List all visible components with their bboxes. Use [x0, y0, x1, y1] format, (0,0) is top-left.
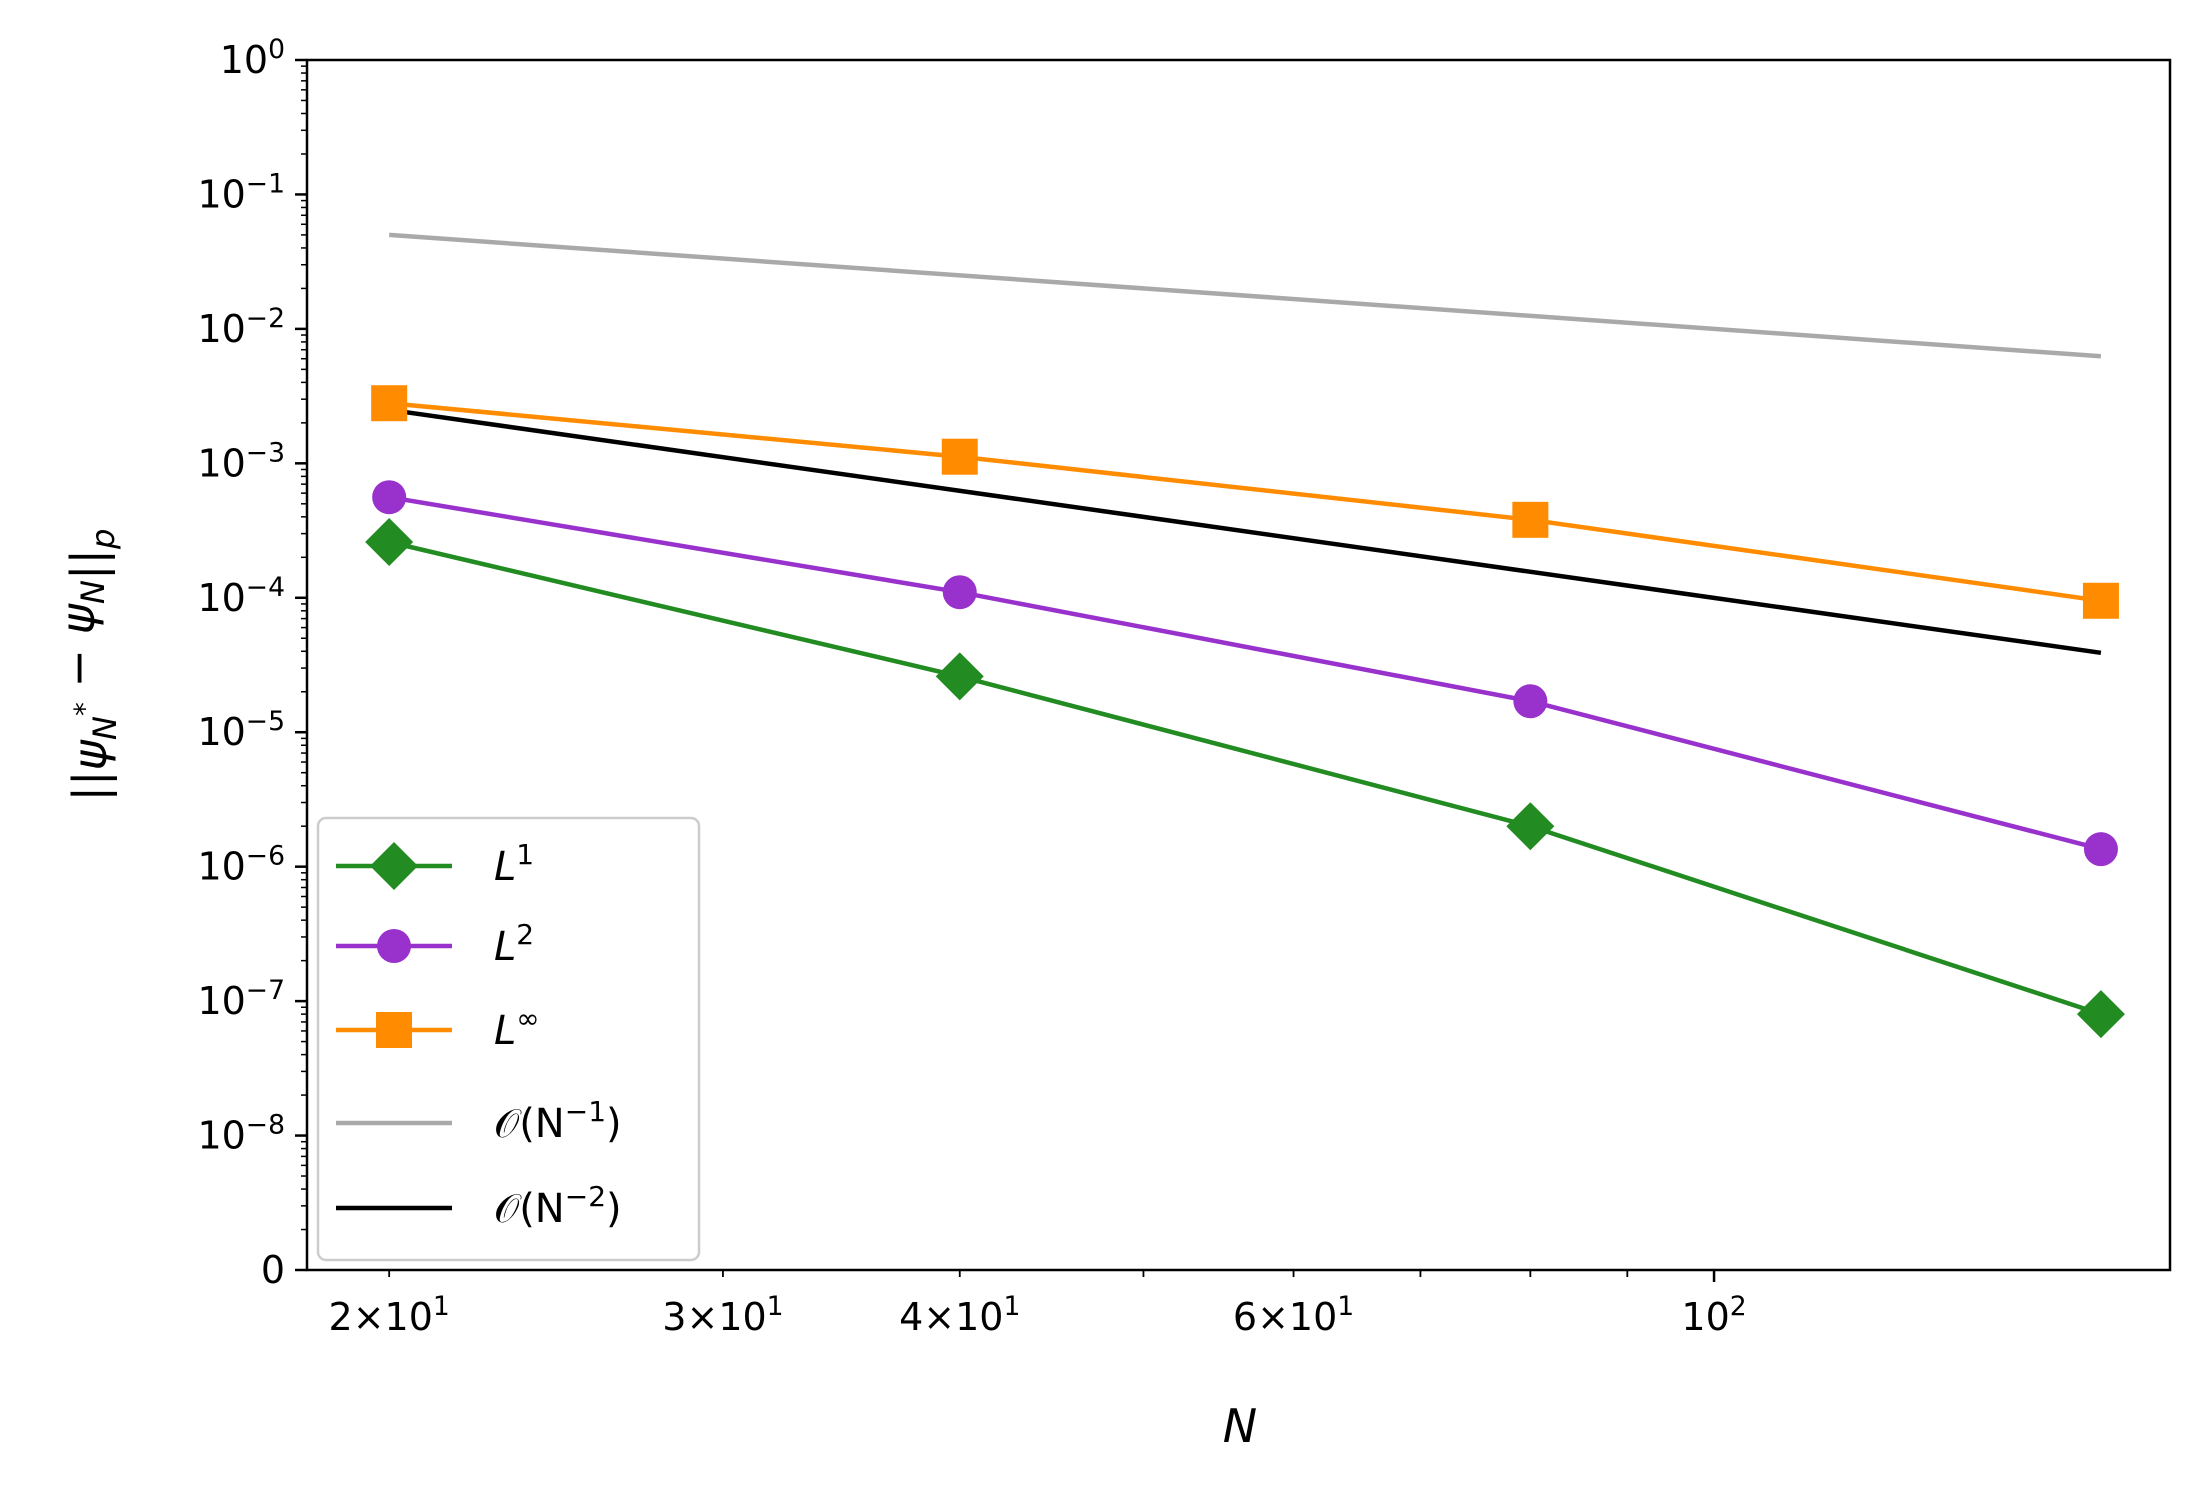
series-3 — [389, 232, 2102, 359]
y-tick-label-9: 0 — [261, 1248, 285, 1292]
series-layer — [365, 232, 2125, 1039]
legend-marker-0 — [370, 842, 418, 890]
series-4 — [388, 407, 2102, 656]
legend-label-3: 𝒪(N−1) — [494, 1095, 622, 1148]
data-point-1-3 — [2083, 832, 2118, 867]
y-tick-label-6: 10−6 — [197, 840, 285, 889]
x-tick-label-0: 2×101 — [329, 1291, 450, 1340]
legend-label-2: L∞ — [494, 1002, 540, 1055]
series-line-4 — [388, 407, 2102, 656]
data-point-0-2 — [1506, 802, 1555, 851]
y-axis-label-group: ||ψN* − ψN||p — [51, 529, 124, 802]
y-tick-label-7: 10−7 — [197, 975, 285, 1024]
data-point-2-1 — [941, 438, 978, 475]
y-tick-label-8: 10−8 — [197, 1109, 285, 1158]
data-point-1-0 — [372, 480, 407, 515]
legend-label-0: L1 — [494, 838, 534, 891]
y-axis-title: ||ψN* − ψN||p — [51, 529, 124, 802]
x-tick-label-4: 102 — [1681, 1291, 1746, 1340]
legend-marker-1 — [377, 929, 411, 963]
legend-marker-2 — [376, 1012, 412, 1048]
ticks-layer: 100 10−1 10−2 10−3 10−4 10−5 10−6 10−7 10−8 0 2×10… — [197, 34, 1746, 1340]
y-tick-label-3: 10−3 — [197, 437, 285, 486]
data-point-2-3 — [2082, 582, 2119, 619]
data-point-0-1 — [935, 652, 984, 701]
series-line-3 — [389, 232, 2102, 359]
series-0 — [365, 517, 2125, 1039]
legend-label-1: L2 — [494, 918, 534, 971]
plot-frame — [305, 58, 2172, 1272]
y-tick-label-2: 10−2 — [197, 302, 285, 351]
series-line-0 — [388, 539, 2102, 1017]
data-point-0-0 — [365, 517, 414, 566]
data-point-0-3 — [2076, 990, 2125, 1039]
y-tick-label-5: 10−5 — [197, 706, 285, 755]
data-point-2-0 — [371, 385, 408, 422]
x-tick-label-2: 4×101 — [899, 1291, 1020, 1340]
series-line-1 — [388, 494, 2102, 852]
data-point-2-2 — [1512, 501, 1549, 538]
x-tick-label-1: 3×101 — [662, 1291, 783, 1340]
y-tick-label-0: 100 — [220, 34, 285, 83]
y-tick-label-4: 10−4 — [197, 571, 285, 620]
series-1 — [372, 480, 2118, 867]
legend-box — [316, 816, 701, 1262]
series-2 — [371, 385, 2119, 619]
x-axis-label: N — [1223, 1399, 1257, 1453]
y-tick-label-1: 10−1 — [197, 168, 285, 217]
series-line-2 — [388, 400, 2102, 604]
data-point-1-1 — [942, 575, 977, 610]
legend-label-4: 𝒪(N−2) — [494, 1180, 622, 1233]
x-tick-label-3: 6×101 — [1233, 1291, 1354, 1340]
legend: L1 L2 L∞ 𝒪(N−1) 𝒪(N−2) — [316, 816, 701, 1262]
data-point-1-2 — [1513, 684, 1548, 719]
